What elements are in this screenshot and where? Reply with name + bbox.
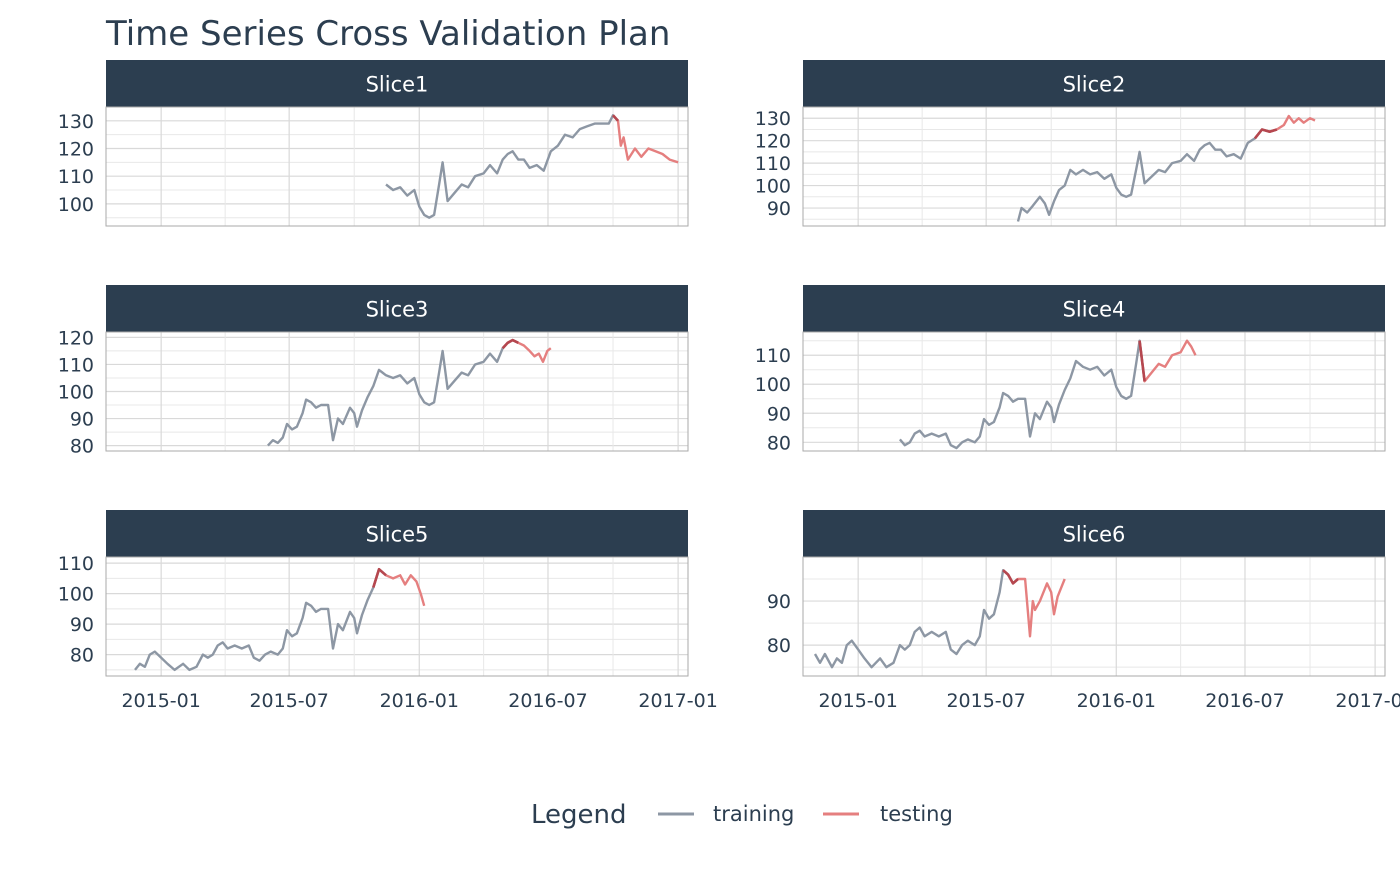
series-line-training bbox=[134, 568, 387, 672]
y-tick-label: 80 bbox=[70, 436, 94, 458]
x-tick-label: 2015-01 bbox=[818, 690, 897, 712]
y-tick-label: 90 bbox=[767, 591, 791, 613]
series-line-testing bbox=[372, 568, 426, 607]
y-tick-label: 130 bbox=[755, 108, 791, 130]
panel-slice6: Slice6 80 90 2015-01 2015-07 2016-01 2016-07 20… bbox=[767, 510, 1400, 712]
y-tick-label: 120 bbox=[58, 139, 94, 161]
y-tick-label: 110 bbox=[58, 553, 94, 575]
legend-label-training: training bbox=[713, 802, 794, 826]
y-tick-label: 120 bbox=[755, 131, 791, 153]
panel-border bbox=[802, 331, 1386, 452]
y-tick-label: 100 bbox=[58, 382, 94, 404]
panel-border bbox=[105, 556, 689, 677]
series-line-overlap bbox=[1138, 340, 1146, 382]
facet-strip bbox=[803, 60, 1385, 107]
facet-strip-label: Slice3 bbox=[366, 298, 429, 322]
panel-border bbox=[802, 106, 1386, 227]
series-group bbox=[898, 339, 1197, 450]
x-tick-label: 2015-07 bbox=[946, 690, 1025, 712]
series-line-overlap bbox=[1253, 128, 1278, 140]
series-line-training bbox=[385, 114, 619, 219]
y-tick-label: 80 bbox=[767, 635, 791, 657]
series-group bbox=[1016, 114, 1316, 222]
facet-panels: Slice1100110120130Slice290100110120130Sl… bbox=[58, 60, 1400, 712]
panel-border bbox=[802, 556, 1386, 677]
y-tick-label: 90 bbox=[767, 198, 791, 220]
series-line-overlap bbox=[612, 114, 619, 122]
facet-strip bbox=[106, 285, 688, 332]
facet-strip-label: Slice5 bbox=[366, 523, 429, 547]
panel-border bbox=[105, 331, 689, 452]
facet-strip-label: Slice6 bbox=[1063, 523, 1126, 547]
y-tick-label: 100 bbox=[755, 374, 791, 396]
y-tick-label: 100 bbox=[58, 194, 94, 216]
grid bbox=[803, 332, 1385, 451]
grid bbox=[106, 332, 688, 451]
series-line-overlap bbox=[1002, 569, 1019, 585]
y-tick-label: 90 bbox=[70, 409, 94, 431]
facet-strip-label: Slice1 bbox=[366, 73, 429, 97]
y-tick-label: 110 bbox=[58, 354, 94, 376]
x-tick-label: 2015-07 bbox=[249, 690, 328, 712]
facet-strip bbox=[106, 60, 688, 107]
legend-title: Legend bbox=[531, 800, 627, 830]
y-tick-label: 100 bbox=[58, 584, 94, 606]
x-tick-label: 2016-07 bbox=[508, 690, 587, 712]
panel-slice5: Slice5 80 90 100 110 2015-01 2015-07 2016-01 201… bbox=[58, 510, 718, 712]
y-tick-label: 80 bbox=[70, 645, 94, 667]
facet-strip-label: Slice4 bbox=[1063, 298, 1126, 322]
panel-slice3: Slice3 80 90 100 110 120 bbox=[58, 285, 689, 458]
y-tick-label: 80 bbox=[767, 432, 791, 454]
grid bbox=[803, 557, 1385, 676]
series-line-testing bbox=[1253, 114, 1316, 140]
series-line-training bbox=[267, 338, 519, 447]
series-line-testing bbox=[1138, 339, 1197, 383]
x-tick-label: 2015-01 bbox=[121, 690, 200, 712]
x-tick-label: 2017-01 bbox=[1335, 690, 1400, 712]
series-line-training bbox=[1016, 128, 1278, 222]
x-tick-label: 2017-01 bbox=[638, 690, 717, 712]
y-tick-label: 120 bbox=[58, 327, 94, 349]
x-tick-label: 2016-07 bbox=[1205, 690, 1284, 712]
y-tick-label: 110 bbox=[755, 345, 791, 367]
x-tick-label: 2016-01 bbox=[1077, 690, 1156, 712]
panel-slice4: Slice4 80 90 100 110 bbox=[755, 285, 1386, 454]
series-line-testing bbox=[612, 114, 679, 164]
series-group bbox=[267, 338, 552, 447]
y-tick-label: 90 bbox=[767, 403, 791, 425]
legend-label-testing: testing bbox=[880, 802, 953, 826]
series-line-training bbox=[813, 569, 1019, 669]
series-group bbox=[813, 569, 1066, 669]
grid bbox=[106, 107, 688, 226]
grid bbox=[803, 107, 1385, 226]
x-tick-label: 2016-01 bbox=[380, 690, 459, 712]
y-tick-label: 110 bbox=[755, 153, 791, 175]
y-tick-label: 90 bbox=[70, 614, 94, 636]
legend: Legend training testing bbox=[531, 800, 953, 830]
series-group bbox=[134, 567, 426, 672]
panel-slice1: Slice1 100 110 120 130 bbox=[58, 60, 689, 227]
facet-strip bbox=[803, 510, 1385, 557]
facet-strip bbox=[803, 285, 1385, 332]
grid bbox=[106, 557, 688, 676]
y-tick-label: 130 bbox=[58, 111, 94, 133]
facet-strip bbox=[106, 510, 688, 557]
y-tick-label: 110 bbox=[58, 166, 94, 188]
series-group bbox=[385, 114, 679, 219]
panel-border bbox=[105, 106, 689, 227]
series-line-training bbox=[898, 339, 1146, 450]
chart-title: Time Series Cross Validation Plan bbox=[105, 14, 670, 54]
y-tick-label: 100 bbox=[755, 176, 791, 198]
series-line-overlap bbox=[372, 567, 387, 588]
series-line-overlap bbox=[501, 338, 519, 350]
facet-strip-label: Slice2 bbox=[1063, 73, 1126, 97]
